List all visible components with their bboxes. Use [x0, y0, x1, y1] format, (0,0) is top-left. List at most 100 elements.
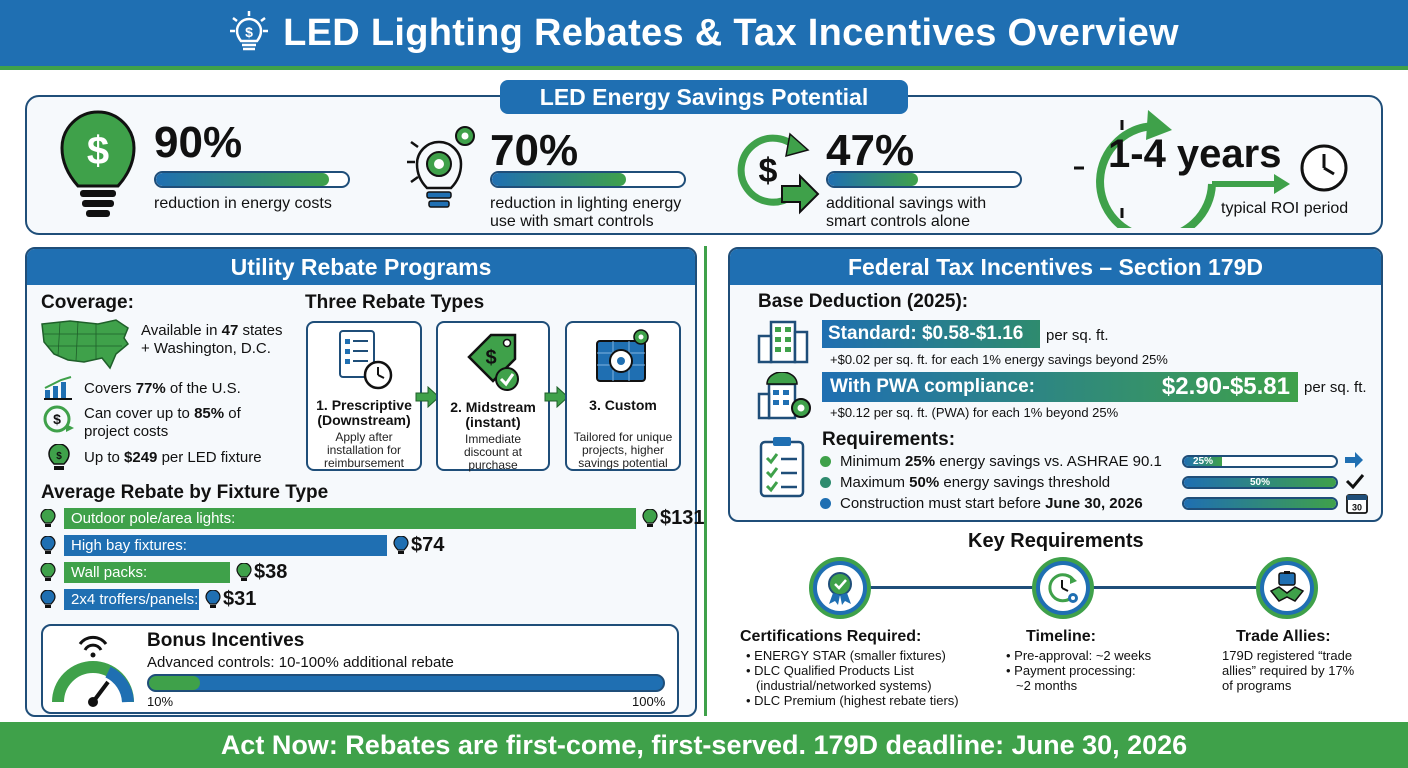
requirement-item: Construction must start before June 30, … — [820, 494, 1370, 514]
requirement-bar: 50% — [1182, 476, 1338, 489]
certifications-title: Certifications Required: — [740, 628, 922, 645]
requirement-bar — [1182, 497, 1338, 510]
requirement-bar-fill: 25% — [1184, 457, 1222, 466]
certifications-badge — [809, 557, 871, 619]
fixture-label: Outdoor pole/area lights: — [71, 510, 236, 527]
pwa-note: +$0.12 per sq. ft. (PWA) for each 1% bey… — [830, 405, 1119, 420]
trade-allies-title: Trade Allies: — [1236, 628, 1331, 645]
fixture-row: Outdoor pole/area lights: $131 — [40, 507, 705, 530]
pwa-deduction-badge: With PWA compliance: $2.90-$5.81 — [822, 372, 1298, 402]
svg-text:$: $ — [759, 152, 778, 190]
fixture-value: $74 — [411, 534, 445, 556]
bonus-title: Bonus Incentives — [147, 630, 305, 651]
gauge-wifi-icon — [52, 635, 134, 707]
certifications-list: • ENERGY STAR (smaller fixtures) • DLC Q… — [746, 648, 959, 708]
building-gear-icon — [757, 372, 811, 420]
base-deduction-title: Base Deduction (2025): — [758, 291, 969, 312]
bar-chart-icon — [44, 376, 72, 400]
bonus-desc: Advanced controls: 10-100% additional re… — [147, 654, 454, 671]
fixture-value: $131 — [660, 507, 705, 529]
stat-smart-controls-desc: reduction in lighting energy use with sm… — [490, 195, 682, 230]
bulb-pin-icon — [642, 509, 658, 527]
federal-title: Federal Tax Incentives – Section 179D — [730, 249, 1381, 285]
fixture-row: Wall packs: $38 — [40, 561, 690, 584]
standard-deduction-badge: Standard: $0.58-$1.16 — [822, 320, 1040, 348]
rebate-card-midstream: $ 2. Midstream (instant) Immediate disco… — [436, 321, 550, 472]
requirements-title: Requirements: — [822, 429, 956, 450]
key-requirements-title: Key Requirements — [968, 530, 1144, 552]
stat-additional-bar — [826, 171, 1022, 188]
arrow-right-icon — [544, 386, 569, 408]
stat-energy-costs-desc: reduction in energy costs — [154, 195, 332, 212]
roi-desc: typical ROI period — [1221, 200, 1349, 217]
stat-energy-costs-bar-fill — [156, 173, 329, 186]
cert-item: • DLC Premium (highest rebate tiers) — [746, 693, 959, 708]
footer-call-to-action: Act Now: Rebates are first-come, first-s… — [220, 729, 1188, 760]
svg-text:$: $ — [485, 347, 496, 369]
utility-title: Utility Rebate Programs — [27, 249, 695, 285]
project-costs-line2: project costs — [84, 423, 169, 440]
rebate-card-custom: 3. Custom Tailored for unique projects, … — [565, 321, 681, 471]
check-icon — [1345, 473, 1365, 494]
footer-banner: Act Now: Rebates are first-come, first-s… — [0, 722, 1408, 768]
rebate-card-prescriptive: 1. Prescriptive (Downstream) Apply after… — [306, 321, 422, 471]
bonus-max-label: 100% — [632, 694, 666, 709]
bonus-incentives-box — [41, 624, 679, 714]
arrow-right-icon — [1344, 452, 1364, 473]
fixture-rebate-chart: Outdoor pole/area lights: $131 High bay fi… — [40, 507, 705, 616]
document-clock-icon — [339, 330, 393, 390]
svg-text:$: $ — [53, 411, 61, 427]
arrow-right-icon — [415, 386, 440, 408]
cert-item: • ENERGY STAR (smaller fixtures) — [746, 648, 946, 663]
price-tag-icon: $ — [467, 333, 519, 391]
trade-allies-badge — [1256, 557, 1318, 619]
calendar-icon: 30 — [1346, 494, 1368, 514]
coverage-title: Coverage: — [41, 292, 134, 313]
bulb-pin-icon — [40, 509, 56, 527]
stat-energy-costs-bar — [154, 171, 350, 188]
timeline-list: • Pre-approval: ~2 weeks • Payment proce… — [1006, 648, 1151, 693]
timeline-badge — [1032, 557, 1094, 619]
requirement-bar-fill: 50% — [1184, 478, 1336, 487]
handshake-icon — [1269, 571, 1305, 602]
bonus-min-label: 10% — [147, 694, 174, 709]
gear-bulb-icon — [407, 126, 475, 208]
roi-clock-icon — [1074, 110, 1348, 228]
requirement-text: Maximum 50% energy savings threshold — [840, 474, 1111, 491]
fixture-bar: High bay fixtures: — [64, 535, 387, 556]
bulb-pin-icon — [393, 536, 409, 554]
requirement-text: Minimum 25% energy savings vs. ASHRAE 90… — [840, 453, 1162, 470]
fixture-bulb-icon: $ — [48, 444, 70, 470]
fixture-row: High bay fixtures: $74 — [40, 534, 690, 557]
dollar-arrow-icon: $ — [737, 132, 820, 215]
stat-smart-controls-bar — [490, 171, 686, 188]
project-costs: Can cover up to 85% of — [84, 405, 241, 422]
dollar-bulb-icon: $ — [60, 110, 136, 217]
stat-additional-value: 47% — [826, 126, 915, 175]
page-title: LED Lighting Rebates & Tax Incentives Ov… — [283, 11, 1179, 54]
timeline-title: Timeline: — [1026, 628, 1096, 645]
rebate-types-title: Three Rebate Types — [305, 292, 485, 313]
stat-energy-costs-value: 90% — [154, 118, 243, 167]
svg-text:$: $ — [245, 24, 253, 40]
lightbulb-dollar-icon: $ — [230, 11, 269, 51]
standard-unit: per sq. ft. — [1046, 327, 1109, 344]
avg-rebate-title: Average Rebate by Fixture Type — [41, 482, 329, 503]
bonus-bar — [147, 674, 665, 692]
requirement-text: Construction must start before June 30, … — [840, 495, 1143, 512]
award-ribbon-icon — [828, 572, 852, 605]
fixture-bar: Wall packs: — [64, 562, 230, 583]
pwa-value: $2.90-$5.81 — [1161, 373, 1290, 400]
requirement-item: Minimum 25% energy savings vs. ASHRAE 90… — [820, 452, 1370, 472]
timeline-item: • Pre-approval: ~2 weeks — [1006, 648, 1152, 663]
clock-gear-icon — [1048, 573, 1078, 603]
requirement-bar-fill — [1184, 499, 1336, 508]
savings-title: LED Energy Savings Potential — [500, 80, 908, 114]
timeline-item: ~2 months — [1016, 678, 1078, 693]
bulb-pin-icon — [40, 563, 56, 581]
dollar-cycle-icon: $ — [43, 405, 74, 433]
cert-item: (industrial/networked systems) — [756, 678, 932, 693]
covers-us: Covers 77% of the U.S. — [84, 380, 241, 397]
cert-item: • DLC Qualified Products List — [746, 663, 914, 678]
standard-note: +$0.02 per sq. ft. for each 1% energy sa… — [830, 352, 1168, 367]
